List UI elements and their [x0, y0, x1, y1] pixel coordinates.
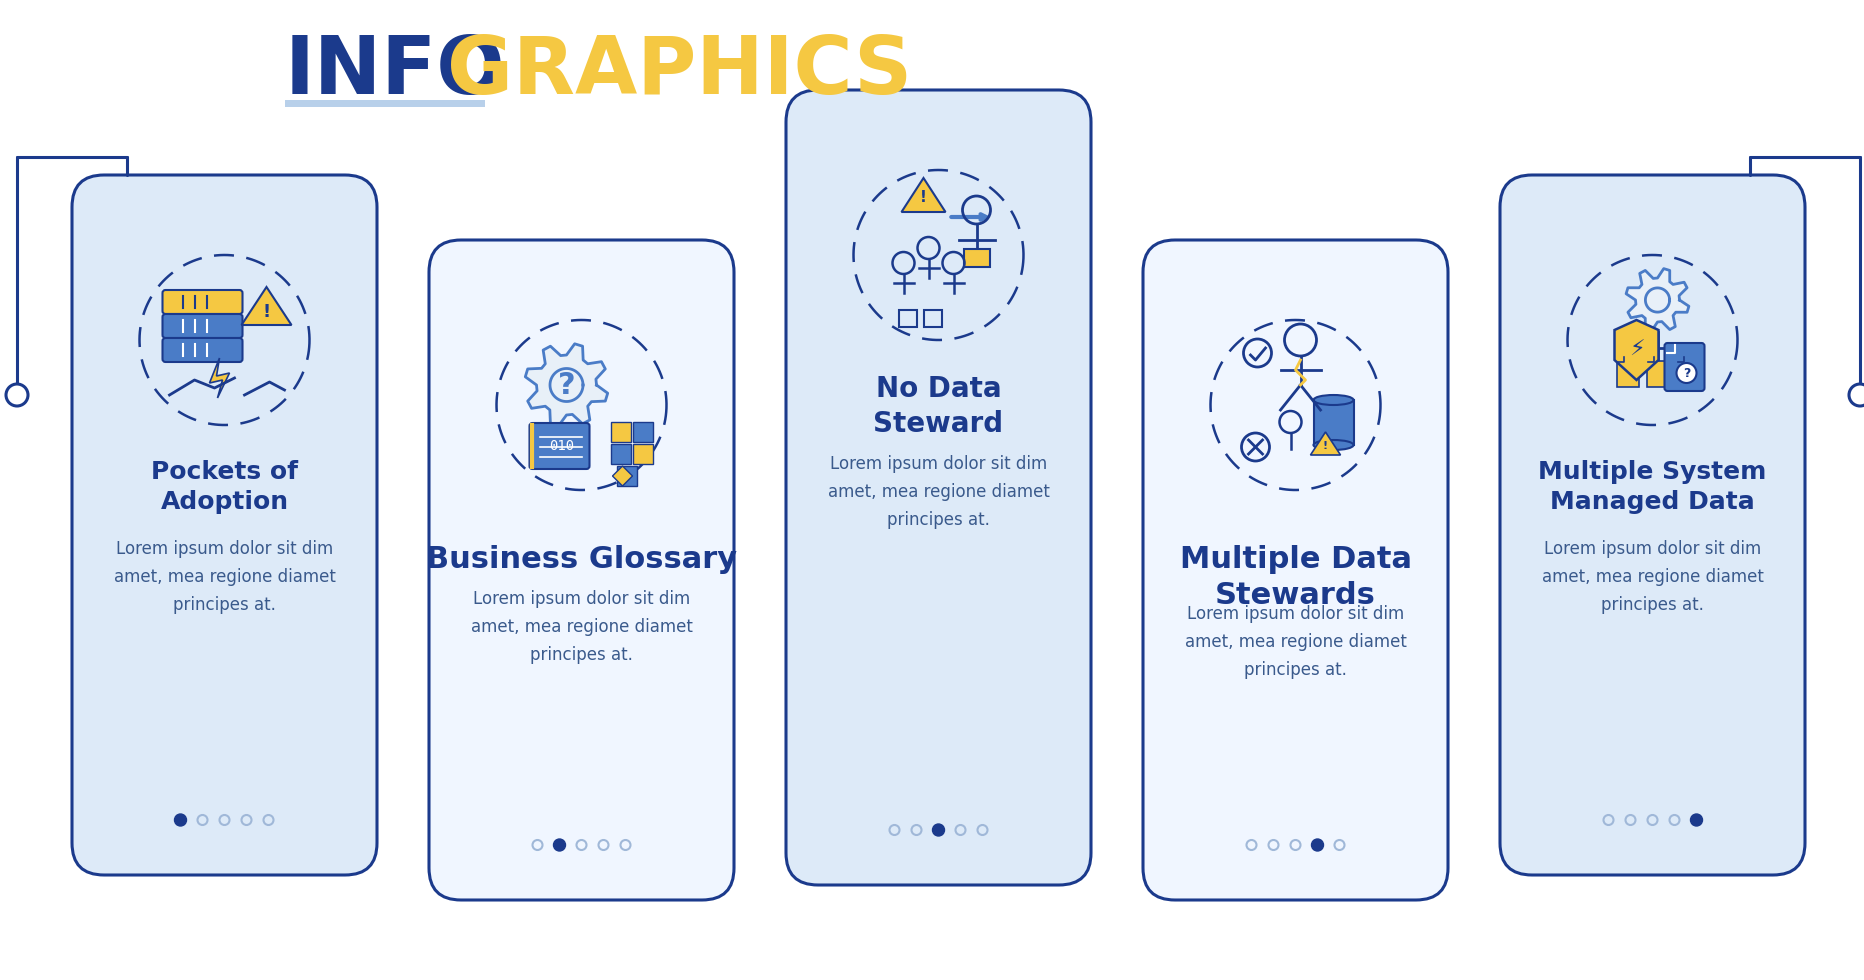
Polygon shape: [209, 358, 229, 398]
FancyBboxPatch shape: [529, 423, 589, 469]
FancyBboxPatch shape: [785, 90, 1090, 885]
Text: Lorem ipsum dolor sit dim
amet, mea regione diamet
principes at.: Lorem ipsum dolor sit dim amet, mea regi…: [828, 455, 1049, 528]
FancyBboxPatch shape: [632, 422, 652, 442]
FancyBboxPatch shape: [617, 466, 636, 486]
FancyBboxPatch shape: [964, 249, 990, 267]
Text: GRAPHICS: GRAPHICS: [447, 33, 911, 111]
Text: Business Glossary: Business Glossary: [425, 545, 736, 574]
Text: Lorem ipsum dolor sit dim
amet, mea regione diamet
principes at.: Lorem ipsum dolor sit dim amet, mea regi…: [470, 590, 692, 663]
FancyBboxPatch shape: [1616, 361, 1638, 387]
Text: No Data
Steward: No Data Steward: [872, 375, 1003, 438]
Text: !: !: [919, 189, 926, 205]
Circle shape: [6, 384, 28, 406]
FancyBboxPatch shape: [610, 444, 630, 464]
FancyBboxPatch shape: [610, 422, 630, 442]
Ellipse shape: [1312, 440, 1353, 450]
Polygon shape: [1614, 320, 1657, 380]
FancyBboxPatch shape: [429, 240, 734, 900]
Text: Lorem ipsum dolor sit dim
amet, mea regione diamet
principes at.: Lorem ipsum dolor sit dim amet, mea regi…: [1542, 540, 1763, 613]
Polygon shape: [1310, 432, 1340, 455]
Circle shape: [1689, 814, 1702, 826]
Text: !: !: [263, 303, 270, 321]
Polygon shape: [240, 287, 291, 325]
Text: ?: ?: [1681, 367, 1689, 379]
Text: Lorem ipsum dolor sit dim
amet, mea regione diamet
principes at.: Lorem ipsum dolor sit dim amet, mea regi…: [1184, 605, 1405, 678]
Text: Multiple Data
Stewards: Multiple Data Stewards: [1178, 545, 1411, 610]
FancyBboxPatch shape: [1143, 240, 1446, 900]
FancyBboxPatch shape: [1312, 400, 1353, 445]
Text: !: !: [1322, 441, 1327, 451]
Text: Lorem ipsum dolor sit dim
amet, mea regione diamet
principes at.: Lorem ipsum dolor sit dim amet, mea regi…: [114, 540, 336, 613]
Text: ⚡: ⚡: [1627, 340, 1644, 360]
Circle shape: [554, 839, 565, 851]
FancyBboxPatch shape: [1676, 361, 1698, 387]
FancyBboxPatch shape: [285, 100, 485, 107]
Circle shape: [1676, 363, 1696, 383]
Text: ?: ?: [557, 370, 574, 400]
Text: 010: 010: [548, 439, 574, 453]
Polygon shape: [1625, 269, 1689, 331]
Polygon shape: [611, 466, 632, 486]
FancyBboxPatch shape: [632, 444, 652, 464]
FancyBboxPatch shape: [1663, 343, 1704, 391]
Ellipse shape: [1312, 395, 1353, 405]
Circle shape: [932, 824, 943, 836]
Polygon shape: [900, 178, 945, 212]
FancyBboxPatch shape: [162, 314, 242, 338]
FancyBboxPatch shape: [73, 175, 377, 875]
Circle shape: [1847, 384, 1864, 406]
FancyBboxPatch shape: [162, 290, 242, 314]
FancyBboxPatch shape: [162, 338, 242, 362]
FancyBboxPatch shape: [1499, 175, 1804, 875]
Circle shape: [1310, 839, 1323, 851]
Text: INFO: INFO: [285, 33, 505, 111]
Polygon shape: [526, 344, 608, 426]
Circle shape: [175, 814, 186, 826]
Text: Pockets of
Adoption: Pockets of Adoption: [151, 460, 298, 514]
FancyBboxPatch shape: [1646, 361, 1668, 387]
Text: Multiple System
Managed Data: Multiple System Managed Data: [1538, 460, 1765, 514]
